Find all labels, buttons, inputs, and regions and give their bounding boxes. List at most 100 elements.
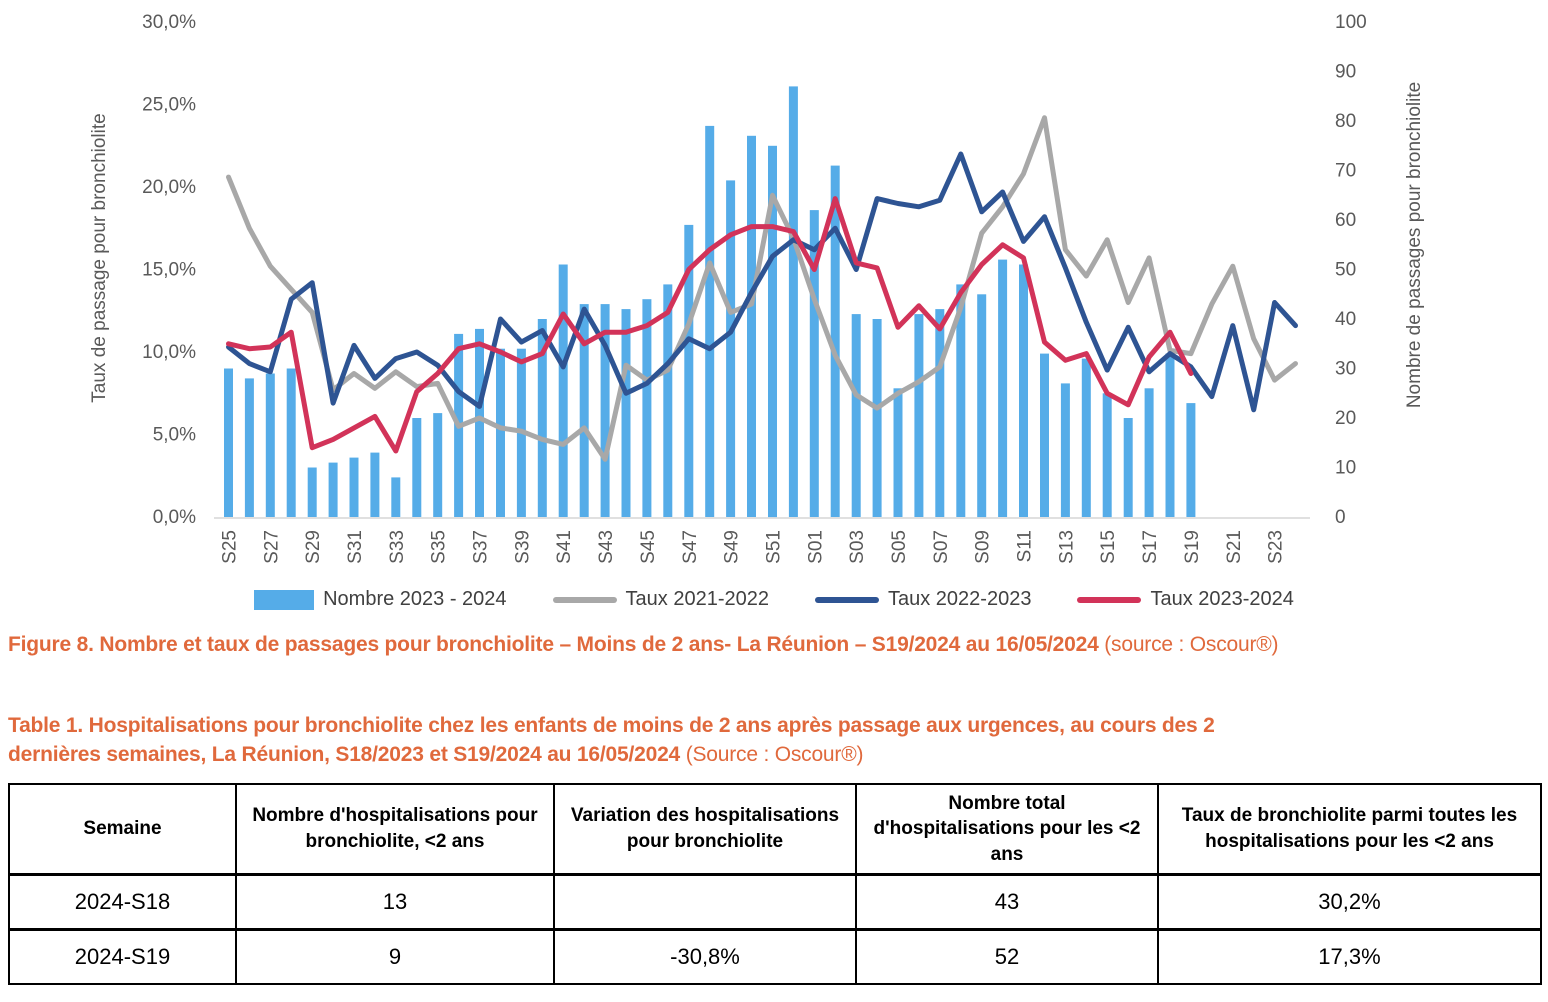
bar (663, 284, 673, 517)
bar (244, 378, 254, 517)
x-axis-label: S03 (847, 530, 868, 564)
x-axis-label: S17 (1140, 530, 1161, 564)
x-axis-label: S49 (722, 530, 743, 564)
bar (747, 135, 756, 518)
x-axis-label: S47 (680, 530, 701, 564)
right-axis-tick-label: 40 (1335, 309, 1356, 330)
bar (621, 309, 631, 517)
right-axis-tick-label: 10 (1335, 458, 1356, 479)
bar (1165, 353, 1175, 517)
right-axis-tick-label: 30 (1335, 359, 1356, 380)
figure-caption: Figure 8. Nombre et taux de passages pou… (8, 633, 1528, 657)
x-axis-label: S25 (220, 530, 241, 564)
bar (726, 180, 736, 517)
bar (1081, 358, 1091, 517)
cell-nb-hosp: 13 (235, 873, 555, 931)
legend-label: Taux 2021-2022 (625, 588, 769, 610)
table-title-source: (Source : Oscour®) (685, 742, 864, 766)
cell-semaine: 2024-S18 (8, 873, 237, 931)
bar (1102, 393, 1112, 518)
bar (286, 368, 296, 517)
bar (914, 314, 924, 517)
cell-variation: -30,8% (553, 928, 857, 985)
x-axis-label: S19 (1182, 530, 1203, 564)
bar (956, 284, 966, 517)
legend-item-taux-2022-2023: Taux 2022-2023 (815, 588, 1031, 611)
header-taux-bronchiolite: Taux de bronchiolite parmi toutes les ho… (1157, 783, 1542, 876)
series-line (226, 151, 1298, 413)
header-nb-total-hosp: Nombre total d'hospitalisations pour les… (855, 783, 1159, 876)
legend-item-taux-2023-2024: Taux 2023-2024 (1077, 588, 1294, 611)
x-axis-label: S27 (261, 530, 282, 564)
legend-item-nombre: Nombre 2023 - 2024 (254, 588, 507, 611)
line-swatch (552, 596, 617, 603)
bar (1019, 264, 1028, 517)
bar (1123, 418, 1133, 517)
table-row: 2024-S19 9 -30,8% 52 17,3% (8, 928, 1542, 985)
left-axis-tick-label: 0,0% (153, 507, 196, 528)
bar (642, 299, 652, 517)
right-axis-tick-label: 0 (1335, 507, 1346, 528)
right-axis-tick-label: 50 (1335, 260, 1356, 281)
bar (391, 477, 401, 517)
line-swatch (1077, 596, 1142, 603)
cell-semaine: 2024-S19 (8, 928, 237, 985)
bar (600, 304, 610, 517)
bar-swatch (254, 589, 315, 610)
bar (224, 368, 233, 517)
bar (579, 304, 589, 517)
header-variation: Variation des hospitalisations pour bron… (553, 783, 857, 876)
legend-label: Taux 2022-2023 (888, 588, 1032, 610)
x-axis-label: S41 (554, 530, 575, 564)
bar (412, 418, 422, 517)
bar (307, 467, 317, 517)
bar (893, 388, 903, 517)
x-axis-label: S01 (805, 530, 826, 564)
x-axis-label: S05 (889, 530, 910, 564)
x-axis-label: S09 (973, 530, 994, 564)
bar (935, 309, 945, 517)
bar (977, 294, 987, 518)
combo-chart-svg: 0,0% 5,0% 10,0% 15,0% 20,0% 25,0% 30,0% 0 10 20 30… (89, 12, 1425, 564)
x-axis-label: S15 (1098, 530, 1119, 564)
x-axis-label: S11 (1015, 530, 1036, 562)
right-axis-tick-label: 90 (1335, 62, 1356, 83)
right-axis-tick-label: 60 (1335, 210, 1356, 231)
right-axis-tick-label: 70 (1335, 161, 1356, 182)
cell-nb-hosp: 9 (235, 928, 555, 985)
left-axis-tick-label: 30,0% (142, 12, 196, 33)
chart-legend: Nombre 2023 - 2024 Taux 2021-2022 Taux 2… (0, 588, 1548, 611)
bar (328, 462, 338, 517)
x-axis-label: S23 (1266, 530, 1287, 564)
header-nb-hosp-bronchiolite: Nombre d'hospitalisations pour bronchiol… (235, 783, 555, 876)
x-axis-label: S35 (429, 530, 450, 564)
right-axis-tick-label: 100 (1335, 12, 1367, 33)
left-axis-title: Taux de passage pour bronchiolite (89, 113, 110, 402)
cell-nb-total: 43 (855, 873, 1159, 931)
x-axis-label: S29 (303, 530, 324, 564)
bar (1186, 403, 1196, 517)
x-axis-label: S45 (638, 530, 659, 564)
cell-taux: 17,3% (1157, 928, 1542, 985)
cell-nb-total: 52 (855, 928, 1159, 985)
bar (872, 319, 882, 517)
x-axis-label: S07 (931, 530, 952, 564)
bar (998, 259, 1008, 517)
x-axis-label: S31 (345, 530, 366, 564)
right-axis-tick-label: 20 (1335, 408, 1356, 429)
bar (558, 264, 568, 517)
x-axis-label: S51 (764, 530, 785, 564)
series-line (226, 115, 1298, 462)
bar (851, 314, 861, 517)
bar (265, 373, 275, 517)
combo-chart: 0,0% 5,0% 10,0% 15,0% 20,0% 25,0% 30,0% 0 10 20 30… (89, 12, 1425, 564)
header-semaine: Semaine (8, 783, 237, 876)
bar (370, 452, 380, 517)
table-row: 2024-S18 13 43 30,2% (8, 873, 1542, 931)
series-line (226, 196, 1194, 454)
table-title-bold: Table 1. Hospitalisations pour bronchiol… (8, 714, 1215, 766)
legend-item-taux-2021-2022: Taux 2021-2022 (552, 588, 769, 611)
bar (349, 457, 359, 517)
figure-caption-source: (source : Oscour®) (1104, 633, 1279, 656)
bar (1144, 388, 1154, 517)
